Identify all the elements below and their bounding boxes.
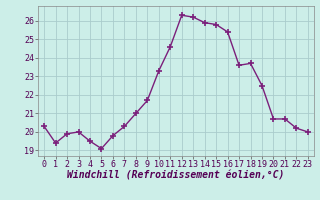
X-axis label: Windchill (Refroidissement éolien,°C): Windchill (Refroidissement éolien,°C) xyxy=(67,171,285,181)
